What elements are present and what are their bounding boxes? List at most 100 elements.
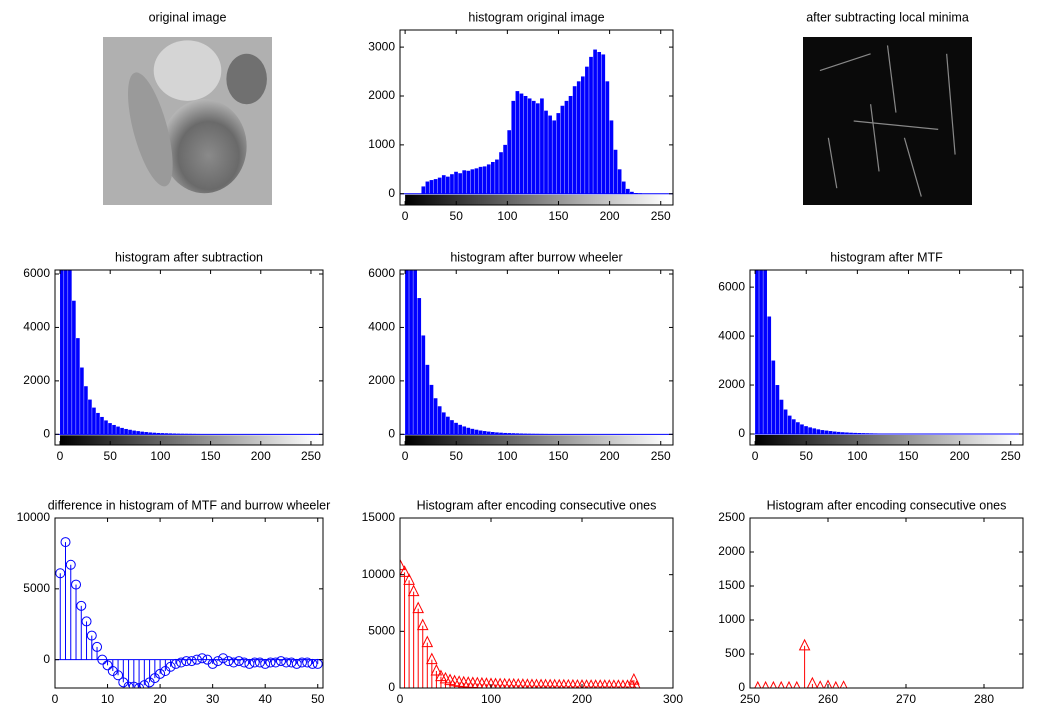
x-tick-label: 150	[548, 209, 568, 223]
bar	[434, 179, 438, 194]
bar	[516, 91, 520, 194]
colorbar	[405, 195, 667, 205]
bar	[471, 429, 475, 434]
y-tick-label: 6000	[23, 266, 50, 280]
x-tick-label: 0	[402, 449, 409, 463]
subplot: after subtracting local minima	[803, 10, 972, 205]
bar	[507, 130, 511, 194]
x-tick-label: 250	[651, 449, 671, 463]
y-tick-label: 3000	[368, 39, 395, 53]
x-tick-label: 0	[397, 692, 404, 706]
bar	[556, 113, 560, 194]
y-tick-label: 10000	[17, 510, 51, 524]
bar	[626, 189, 630, 194]
bar	[104, 420, 108, 434]
bar	[454, 423, 458, 434]
y-tick-label: 4000	[23, 320, 50, 334]
x-tick-label: 100	[497, 449, 517, 463]
bar	[132, 431, 136, 435]
bar	[434, 398, 438, 434]
subplot-title: after subtracting local minima	[806, 10, 969, 24]
bar	[771, 361, 775, 434]
bar	[475, 430, 479, 435]
y-tick-label: 0	[738, 426, 745, 440]
bar	[471, 169, 475, 193]
bar	[618, 169, 622, 193]
x-tick-label: 20	[153, 692, 167, 706]
y-tick-label: 6000	[368, 266, 395, 280]
subplot-title: histogram after subtraction	[115, 250, 263, 264]
bar	[495, 160, 499, 194]
y-tick-label: 0	[388, 680, 395, 694]
x-tick-label: 100	[847, 449, 867, 463]
bar	[614, 150, 618, 194]
bar	[466, 428, 470, 435]
bar	[80, 368, 84, 435]
y-tick-label: 2000	[368, 88, 395, 102]
bar	[458, 425, 462, 434]
x-tick-label: 10	[101, 692, 115, 706]
x-tick-label: 50	[800, 449, 814, 463]
bar	[520, 94, 524, 194]
y-tick-label: 6000	[718, 279, 745, 293]
bar	[780, 400, 784, 434]
y-tick-label: 10000	[362, 567, 396, 581]
x-tick-label: 50	[311, 692, 325, 706]
bar	[92, 408, 96, 435]
bar	[825, 431, 829, 434]
x-tick-label: 200	[251, 449, 271, 463]
y-tick-label: 4000	[718, 328, 745, 342]
bar	[108, 423, 112, 434]
bar	[524, 96, 528, 194]
subplot-title: Histogram after encoding consecutive one…	[767, 498, 1007, 512]
y-tick-label: 2000	[23, 373, 50, 387]
bar	[532, 101, 536, 194]
x-tick-label: 200	[600, 209, 620, 223]
bar	[124, 429, 128, 434]
bar	[573, 86, 577, 194]
subplot-title: difference in histogram of MTF and burro…	[48, 498, 331, 512]
image-shape	[162, 99, 247, 193]
bar	[446, 417, 450, 435]
bar	[72, 301, 76, 435]
bar	[100, 417, 104, 434]
bar	[548, 116, 552, 194]
bar	[426, 182, 430, 194]
bar	[784, 410, 788, 434]
x-tick-label: 0	[57, 449, 64, 463]
bar	[792, 419, 796, 434]
subplot-title: original image	[149, 10, 227, 24]
bar	[128, 430, 132, 435]
bar	[462, 426, 466, 434]
x-tick-label: 0	[752, 449, 759, 463]
bar	[430, 180, 434, 194]
x-tick-label: 100	[497, 209, 517, 223]
x-tick-label: 250	[301, 449, 321, 463]
bar	[800, 424, 804, 434]
x-tick-label: 100	[481, 692, 501, 706]
bar	[475, 168, 479, 193]
bar	[536, 103, 540, 193]
bar	[438, 406, 442, 434]
bar	[544, 111, 548, 194]
y-tick-label: 0	[43, 426, 50, 440]
bar	[483, 166, 487, 193]
bar	[816, 429, 820, 434]
bar	[763, 250, 767, 434]
bar	[606, 81, 610, 193]
bar	[88, 400, 92, 435]
bar	[528, 98, 532, 193]
x-tick-label: 250	[1001, 449, 1021, 463]
y-tick-label: 0	[388, 426, 395, 440]
y-tick-label: 2000	[718, 377, 745, 391]
bar	[499, 152, 503, 194]
colorbar	[405, 435, 667, 445]
bar	[426, 365, 430, 434]
subplot-title: histogram after MTF	[830, 250, 943, 264]
bar	[569, 96, 573, 194]
y-tick-label: 5000	[23, 581, 50, 595]
bar	[413, 258, 417, 434]
bar	[776, 385, 780, 434]
x-tick-label: 50	[104, 449, 118, 463]
